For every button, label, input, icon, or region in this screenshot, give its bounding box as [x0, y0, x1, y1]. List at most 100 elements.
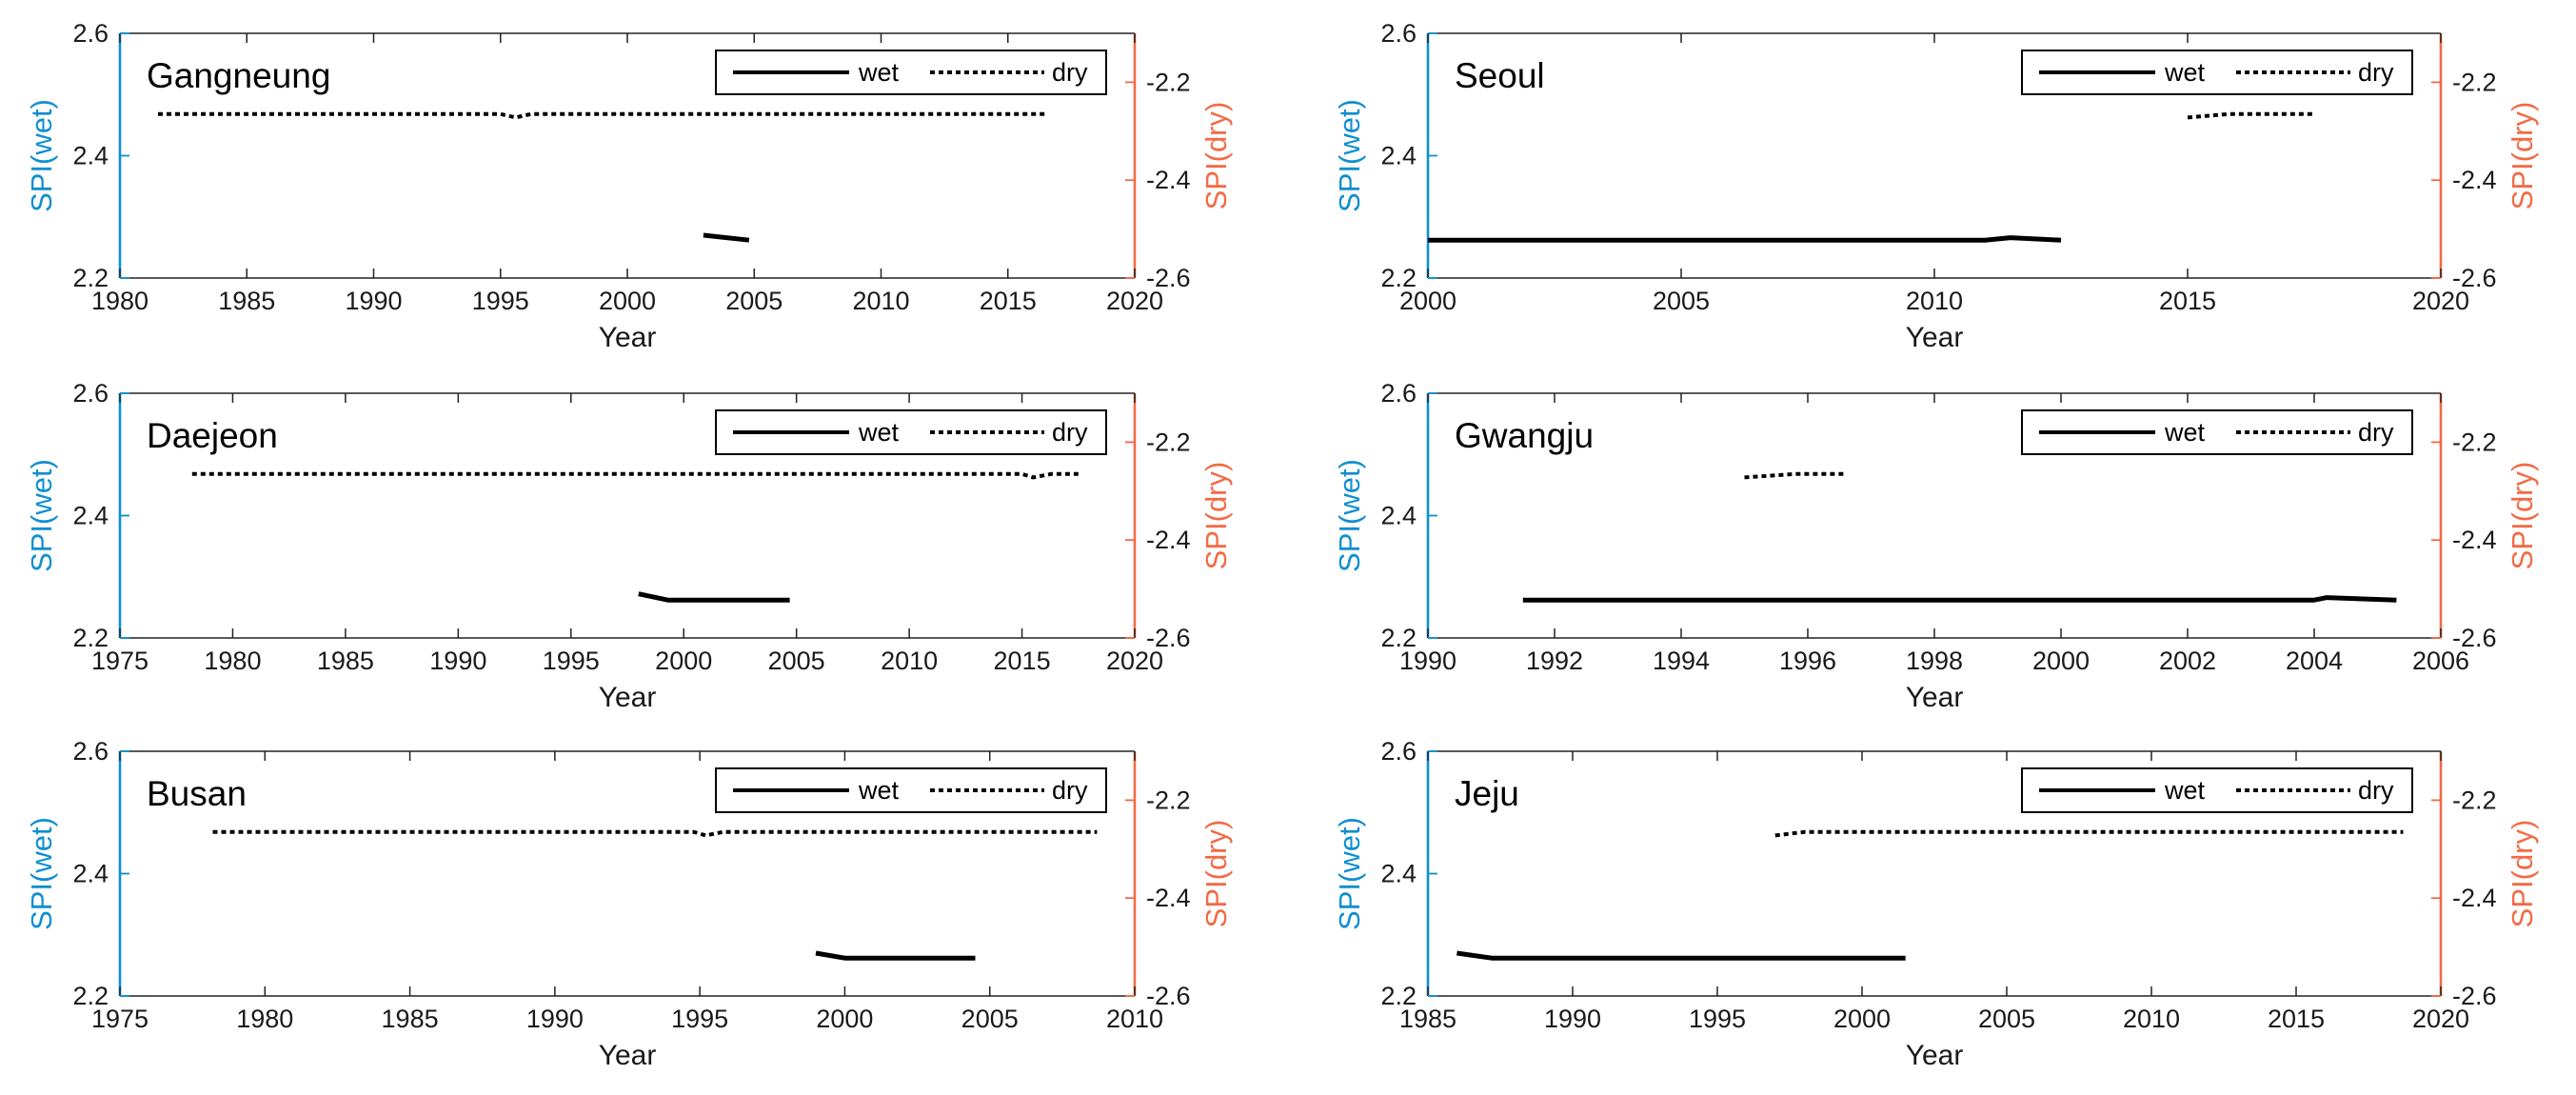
wet-tick-label: 2.4: [72, 142, 109, 170]
x-tick-label: 1995: [671, 1005, 728, 1033]
wet-axis-label: SPI(wet): [1333, 817, 1366, 930]
x-tick-label: 1980: [91, 287, 149, 315]
wet-tick-label: 2.6: [72, 379, 109, 408]
wet-axis-label: SPI(wet): [25, 817, 58, 930]
x-tick-label: 2000: [2032, 647, 2090, 675]
x-tick-label: 2000: [599, 287, 656, 315]
wet-tick-label: 2.6: [72, 737, 109, 766]
legend-dry-label: dry: [1052, 58, 1088, 87]
x-tick-label: 2005: [1978, 1005, 2035, 1033]
dry-axis-label: SPI(dry): [2506, 820, 2539, 928]
x-tick-label: 2002: [2159, 647, 2216, 675]
x-tick-label: 1995: [472, 287, 529, 315]
dry-tick-label: -2.4: [1146, 526, 1191, 554]
x-tick-label: 1992: [1526, 647, 1583, 675]
x-tick-label: 1975: [91, 1005, 149, 1033]
x-tick-label: 2020: [1106, 287, 1163, 315]
x-tick-label: 2020: [2412, 287, 2469, 315]
series-wet-line: [1456, 950, 1906, 961]
dry-axis-label: SPI(dry): [1199, 462, 1233, 570]
series-wet-line: [703, 232, 750, 243]
station-title: Seoul: [1455, 56, 1545, 95]
panel-gangneung: 1980 1985 1990 1995 2000 2005 2010 2015 2020 2.2 2…: [25, 19, 1233, 353]
wet-tick-label: 2.4: [1380, 142, 1417, 170]
dry-axis-label: SPI(dry): [2506, 462, 2539, 570]
station-title: Busan: [147, 774, 247, 813]
wet-tick-label: 2.6: [1380, 19, 1417, 48]
x-tick-label: 2015: [994, 647, 1051, 675]
dry-tick-label: -2.6: [1146, 982, 1191, 1010]
wet-tick-label: 2.6: [1380, 737, 1417, 766]
x-tick-label: 2006: [2412, 647, 2469, 675]
wet-tick-label: 2.4: [1380, 860, 1417, 888]
x-tick-label: 1994: [1653, 647, 1710, 675]
legend-wet-label: wet: [858, 418, 900, 447]
legend-dry-label: dry: [1052, 418, 1088, 447]
dry-tick-label: -2.2: [2452, 428, 2497, 456]
panel-busan: 1975 1980 1985 1990 1995 2000 2005 2010 2.2 2.4 2.…: [25, 737, 1233, 1071]
series-wet-line: [638, 591, 790, 603]
dry-tick-label: -2.2: [1146, 68, 1191, 96]
x-tick-label: 2020: [2412, 1005, 2469, 1033]
panel-gwangju: 1990 1992 1994 1996 1998 2000 2002 2004 2006 2.2 2…: [1333, 379, 2539, 713]
wet-axis-label: SPI(wet): [1333, 459, 1366, 572]
dry-tick-label: -2.2: [2452, 786, 2497, 814]
wet-tick-label: 2.6: [1380, 379, 1417, 408]
x-tick-label: 2005: [961, 1005, 1019, 1033]
x-tick-label: 2000: [816, 1005, 873, 1033]
wet-tick-label: 2.4: [72, 502, 109, 530]
dry-tick-label: -2.4: [1146, 166, 1191, 194]
wet-tick-label: 2.6: [72, 19, 109, 48]
x-tick-label: 2005: [1653, 287, 1710, 315]
series-dry-line: [191, 471, 1079, 480]
wet-axis-label: SPI(wet): [1333, 99, 1366, 212]
dry-tick-label: -2.6: [2452, 624, 2497, 652]
x-axis-label: Year: [599, 1040, 657, 1071]
dry-tick-label: -2.6: [1146, 264, 1191, 292]
dry-tick-label: -2.6: [2452, 982, 2497, 1010]
x-tick-label: 1975: [91, 647, 149, 675]
x-tick-label: 1980: [204, 647, 261, 675]
dry-tick-label: -2.6: [2452, 264, 2497, 292]
x-tick-label: 1990: [1544, 1005, 1601, 1033]
station-title: Daejeon: [147, 416, 278, 455]
x-tick-label: 2005: [725, 287, 783, 315]
series-dry-line: [2187, 111, 2314, 120]
series-dry-line: [158, 111, 1046, 120]
x-axis-label: Year: [1906, 1040, 1964, 1071]
x-tick-label: 1985: [317, 647, 374, 675]
x-tick-label: 1990: [526, 1005, 584, 1033]
x-tick-label: 2010: [1906, 287, 1963, 315]
x-axis-label: Year: [599, 322, 657, 353]
x-tick-label: 1995: [1689, 1005, 1746, 1033]
x-tick-label: 2000: [1833, 1005, 1891, 1033]
x-tick-label: 2010: [852, 287, 909, 315]
wet-axis-label: SPI(wet): [25, 459, 58, 572]
x-tick-label: 1990: [429, 647, 486, 675]
panel-seoul: 2000 2005 2010 2015 2020 2.2 2.4 2.6 -2.6 -2.4 -2.…: [1333, 19, 2539, 353]
x-axis-label: Year: [1906, 682, 1964, 713]
x-tick-label: 1998: [1906, 647, 1963, 675]
x-tick-label: 1996: [1779, 647, 1836, 675]
panel-jeju: 1985 1990 1995 2000 2005 2010 2015 2020 2.2 2.4 2.…: [1333, 737, 2539, 1071]
station-title: Gwangju: [1455, 416, 1594, 455]
series-wet-line: [1428, 235, 2062, 243]
legend-wet-label: wet: [858, 58, 900, 87]
dry-axis-label: SPI(dry): [2506, 102, 2539, 210]
x-tick-label: 2010: [1106, 1005, 1163, 1033]
x-tick-label: 2010: [2123, 1005, 2180, 1033]
wet-tick-label: 2.2: [72, 624, 109, 652]
x-tick-label: 1980: [236, 1005, 293, 1033]
x-tick-label: 2000: [655, 647, 712, 675]
x-tick-label: 1985: [1399, 1005, 1456, 1033]
x-tick-label: 2015: [2268, 1005, 2325, 1033]
x-tick-label: 2015: [980, 287, 1037, 315]
x-tick-label: 2000: [1399, 287, 1456, 315]
wet-tick-label: 2.2: [1380, 982, 1417, 1010]
dry-axis-label: SPI(dry): [1199, 102, 1233, 210]
wet-tick-label: 2.2: [72, 264, 109, 292]
legend-wet-label: wet: [2164, 418, 2206, 447]
dry-tick-label: -2.2: [1146, 786, 1191, 814]
x-tick-label: 1990: [1399, 647, 1456, 675]
